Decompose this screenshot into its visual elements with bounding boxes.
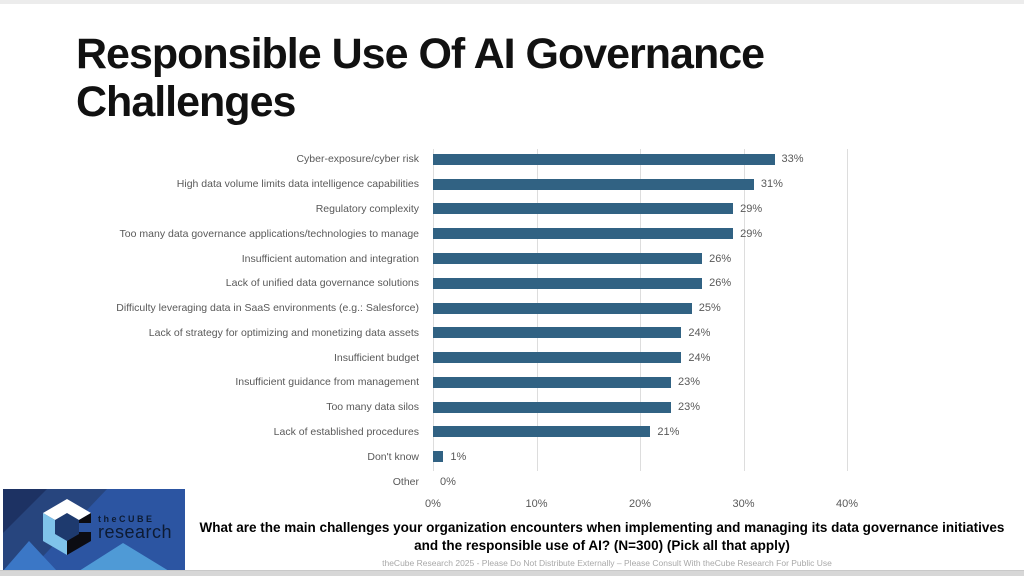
bar-track: 24% (433, 326, 847, 339)
category-label: Lack of established procedures (273, 425, 419, 438)
value-label: 26% (709, 277, 732, 290)
chart-rows: Cyber-exposure/cyber risk 33% High data vo… (90, 147, 861, 494)
chart-row: Lack of established procedures 21% (90, 420, 861, 445)
page-title: Responsible Use Of AI Governance Challen… (76, 30, 765, 127)
logo-subtitle: research (98, 522, 173, 542)
category-label: Too many data silos (326, 401, 419, 414)
category-label: Difficulty leveraging data in SaaS envir… (116, 302, 419, 315)
value-label: 1% (450, 450, 467, 463)
bar-track: 21% (433, 425, 847, 438)
bar (433, 153, 775, 165)
chart-row: Insufficient budget 24% (90, 345, 861, 370)
value-label: 24% (688, 351, 711, 364)
value-label: 0% (440, 475, 456, 488)
footer-disclaimer: theCube Research 2025 - Please Do Not Di… (382, 558, 832, 568)
bar (433, 376, 672, 388)
bar (433, 302, 692, 314)
value-label: 26% (709, 252, 732, 265)
chart-row: Insufficient guidance from management 23% (90, 370, 861, 395)
chart-row: Too many data governance applications/te… (90, 221, 861, 246)
category-label: Don't know (367, 450, 419, 463)
bar-track: 33% (433, 153, 847, 166)
x-tick-label: 30% (732, 498, 755, 510)
category-label: Lack of strategy for optimizing and mone… (148, 326, 419, 339)
bar (433, 178, 754, 190)
thecube-research-logo: theCUBE research (3, 489, 185, 571)
x-tick-label: 10% (525, 498, 548, 510)
value-label: 31% (760, 178, 783, 191)
bar-track: 24% (433, 351, 847, 364)
chart-row: High data volume limits data intelligenc… (90, 172, 861, 197)
bar-track: 23% (433, 401, 847, 414)
value-label: 23% (678, 376, 701, 389)
bar (433, 426, 651, 438)
chart-row: Cyber-exposure/cyber risk 33% (90, 147, 861, 172)
chart-row: Insufficient automation and integration 2… (90, 246, 861, 271)
bar-track: 29% (433, 227, 847, 240)
bar (433, 327, 682, 339)
value-label: 21% (657, 425, 680, 438)
survey-question: What are the main challenges your organi… (199, 520, 1005, 553)
category-label: Regulatory complexity (315, 202, 419, 215)
x-tick-label: 20% (628, 498, 652, 510)
logo-brand: theCUBE (98, 514, 155, 524)
x-tick-label: 0% (425, 498, 441, 510)
value-label: 33% (781, 153, 804, 166)
category-label: Too many data governance applications/te… (119, 227, 419, 240)
chart-row: Don't know 1% (90, 444, 861, 469)
chart-row: Regulatory complexity 29% (90, 197, 861, 222)
category-label: Cyber-exposure/cyber risk (296, 153, 419, 166)
logo-text: theCUBE research (98, 514, 172, 543)
value-label: 29% (740, 227, 763, 240)
bar (433, 277, 703, 289)
category-label: High data volume limits data intelligenc… (176, 178, 419, 191)
bar-track: 26% (433, 277, 847, 290)
bar-track: 26% (433, 252, 847, 265)
value-label: 23% (678, 401, 701, 414)
value-label: 25% (698, 302, 721, 315)
category-label: Lack of unified data governance solution… (225, 277, 419, 290)
category-label: Insufficient guidance from management (235, 376, 419, 389)
bar (433, 228, 734, 240)
category-label: Insufficient automation and integration (241, 252, 419, 265)
window-bottom-edge (0, 570, 1024, 576)
bar-track: 1% (433, 450, 847, 463)
category-label: Insufficient budget (333, 351, 419, 364)
x-tick-label: 40% (835, 498, 859, 510)
bar (433, 253, 703, 265)
chart-row: Other 0% (90, 469, 861, 494)
bar (433, 401, 672, 413)
value-label: 29% (740, 202, 763, 215)
cube-icon (43, 499, 93, 555)
bar-track: 31% (433, 178, 847, 191)
bar-track: 25% (433, 302, 847, 315)
bar-track: 29% (433, 202, 847, 215)
bar (433, 352, 682, 364)
bar-track: 0% (433, 475, 847, 488)
x-axis: 0% 10% 20% 30% 40% (425, 498, 858, 514)
logo-background (3, 489, 185, 571)
window-top-edge (0, 0, 1024, 4)
category-label: Other (392, 475, 419, 488)
bar-track: 23% (433, 376, 847, 389)
chart-row: Too many data silos 23% (90, 395, 861, 420)
bar (433, 451, 444, 463)
chart-row: Difficulty leveraging data in SaaS envir… (90, 296, 861, 321)
bar (433, 203, 734, 215)
chart-row: Lack of strategy for optimizing and mone… (90, 320, 861, 345)
chart-row: Lack of unified data governance solution… (90, 271, 861, 296)
value-label: 24% (688, 326, 711, 339)
bar-chart: Cyber-exposure/cyber risk 33% High data vo… (90, 147, 861, 510)
